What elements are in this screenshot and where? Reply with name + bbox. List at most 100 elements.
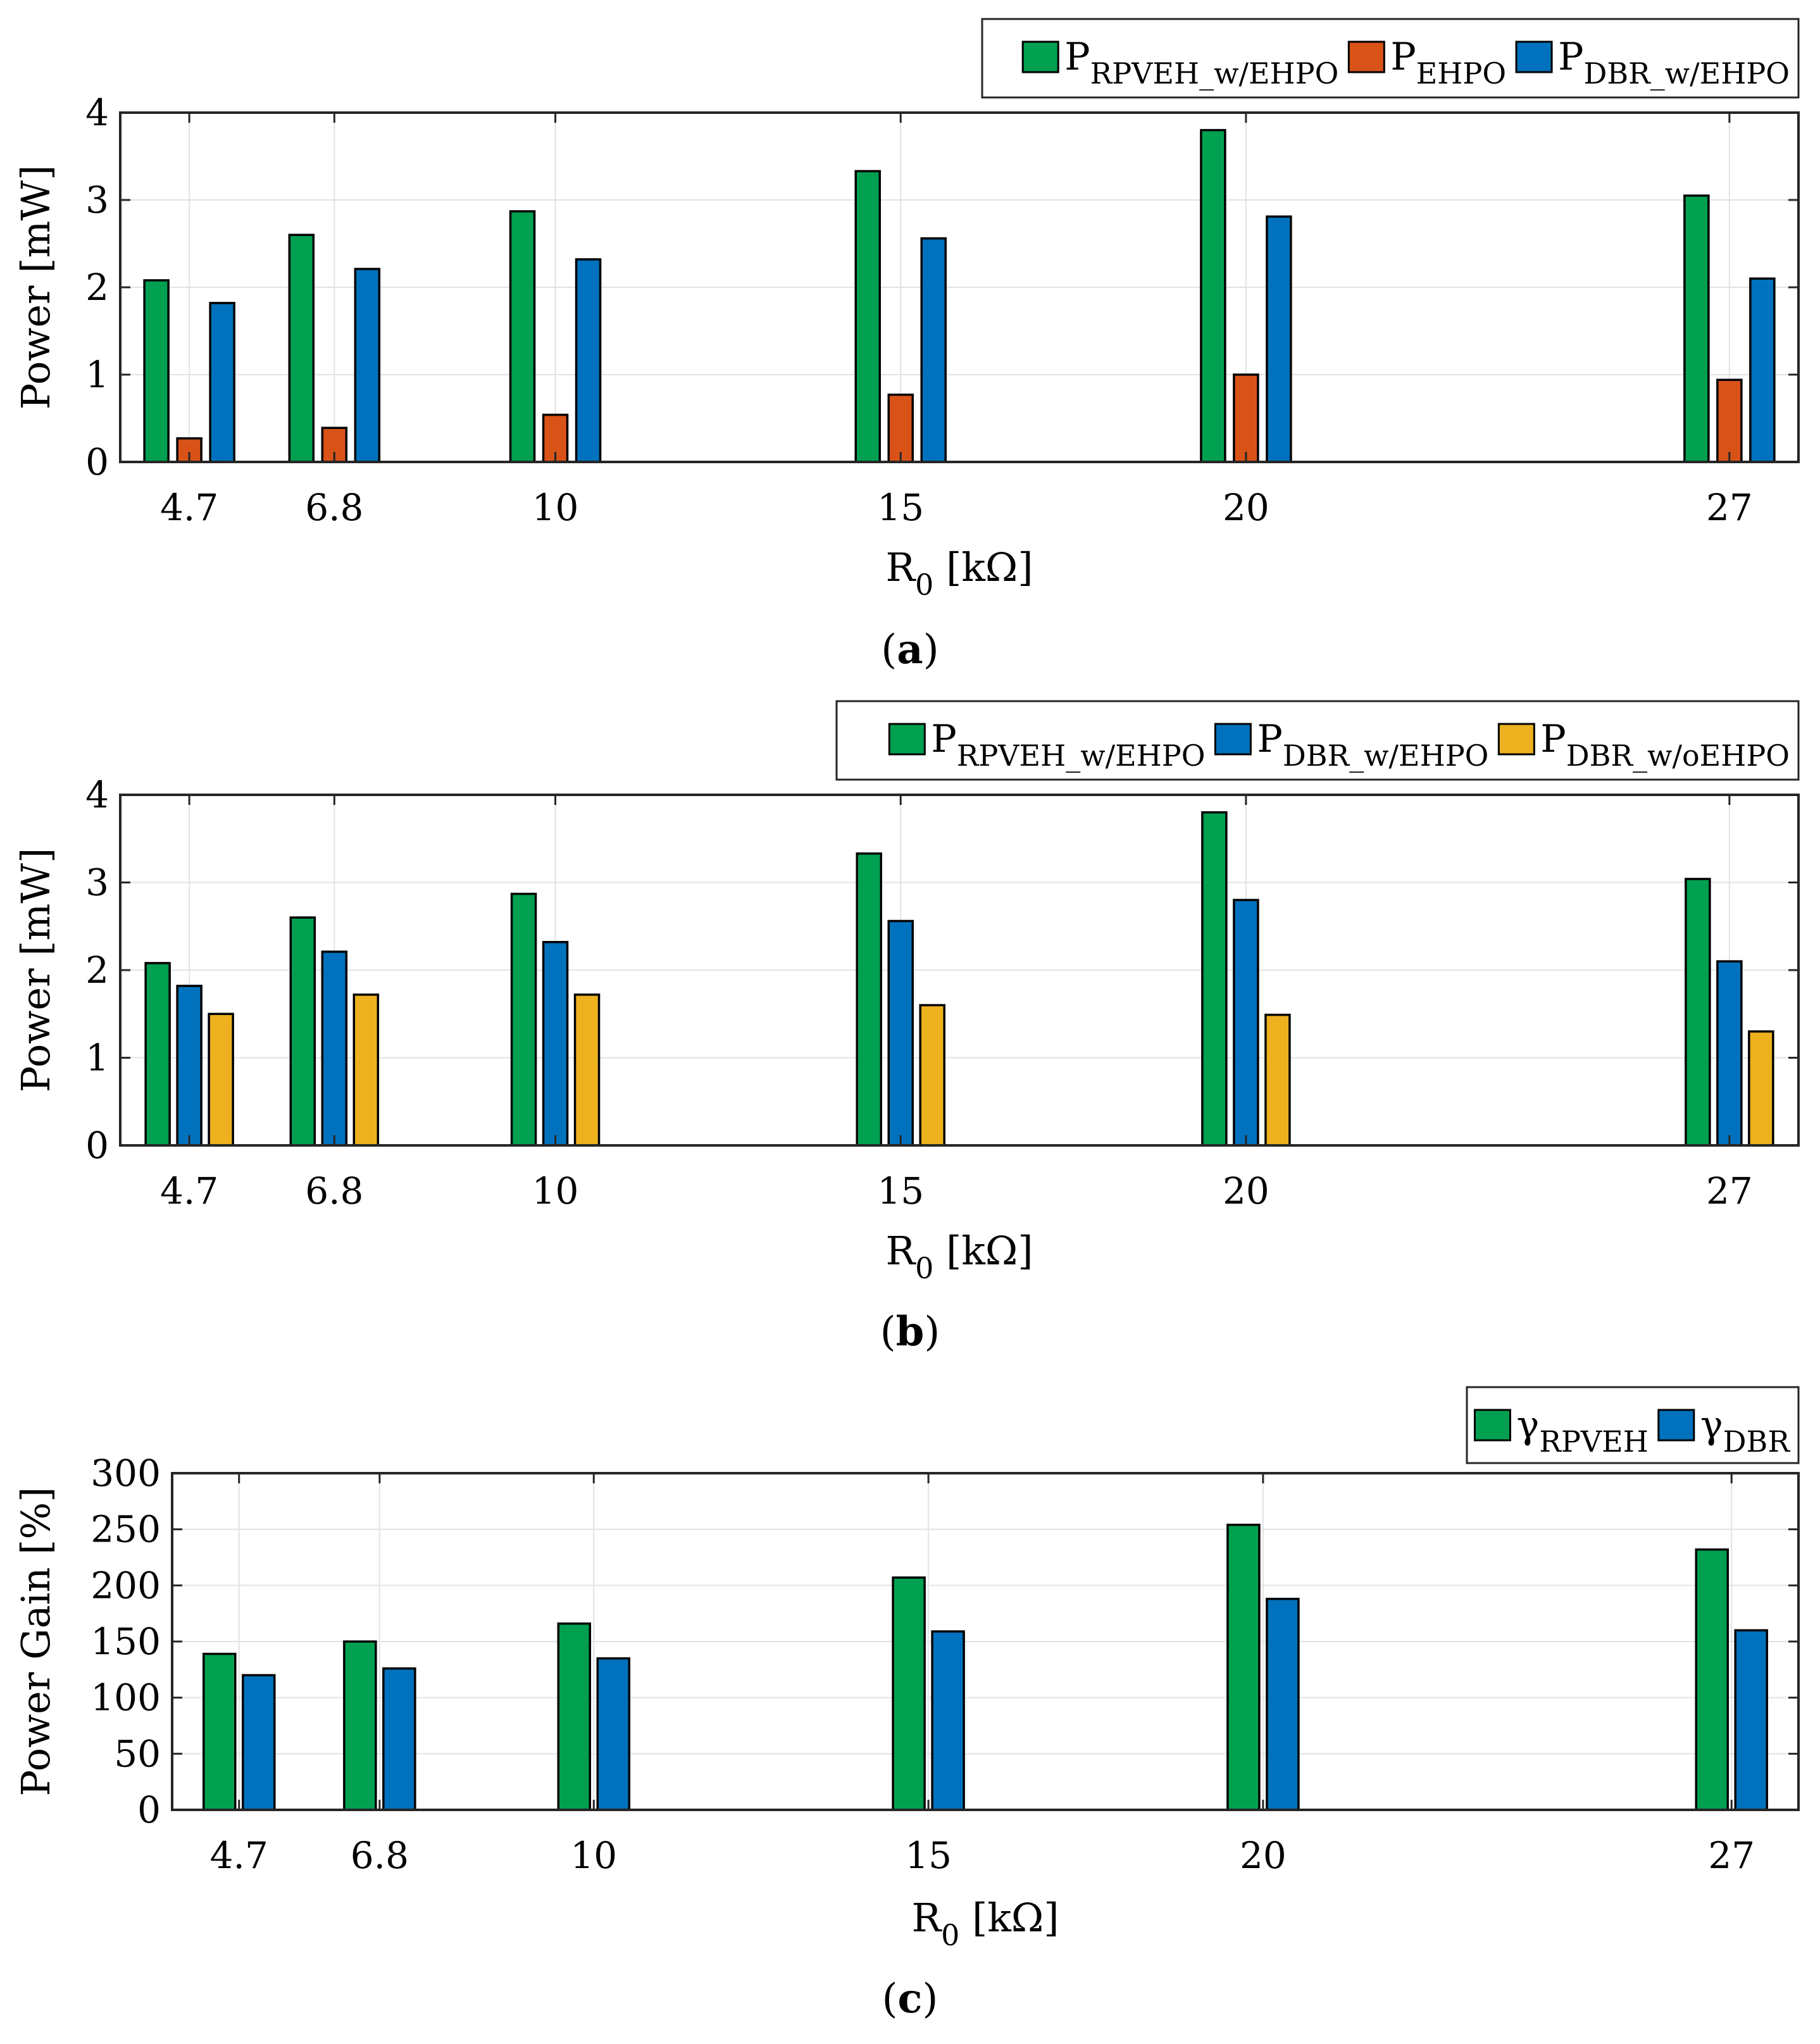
series-0 — [203, 1523, 1729, 1811]
y-tick-label: 50 — [114, 1732, 161, 1775]
series-1 — [176, 899, 1743, 1147]
legend-item: PRPVEH_w/EHPO — [1021, 35, 1339, 90]
legend-item: γRPVEH — [1473, 1403, 1649, 1459]
legend-box — [981, 18, 1800, 99]
bar — [1716, 960, 1743, 1147]
legend-label: γDBR — [1700, 1403, 1791, 1459]
y-axis-label: Power Gain [%] — [13, 1487, 59, 1797]
legend-box — [835, 700, 1800, 781]
legend-swatch — [1497, 723, 1535, 756]
legend-label-main: P — [1064, 35, 1090, 79]
bar — [176, 985, 203, 1147]
caption-letter: b — [896, 1308, 925, 1355]
legend-label-main: P — [1390, 35, 1416, 79]
legend-item: γDBR — [1657, 1403, 1791, 1459]
legend-label-main: P — [1257, 717, 1282, 761]
legend-label-sub: DBR_w/EHPO — [1283, 738, 1489, 773]
bar — [887, 393, 914, 463]
x-tick-label: 20 — [1240, 1834, 1287, 1877]
y-tick-label: 2 — [85, 266, 109, 309]
tick-marks — [172, 1472, 1798, 1811]
x-axis-label-unit: [kΩ] — [933, 1228, 1033, 1274]
legend-label-main: γ — [1700, 1403, 1723, 1447]
legend-item: PDBR_w/EHPO — [1515, 35, 1790, 90]
x-axis-label-main: R — [911, 1895, 942, 1941]
tick-marks — [120, 794, 1798, 1147]
bar — [143, 279, 170, 463]
y-axis-label: Power [mW] — [13, 848, 59, 1093]
bar — [1200, 128, 1226, 463]
x-tick-label: 15 — [877, 486, 924, 529]
legend-swatch — [1021, 41, 1059, 73]
bar — [1685, 878, 1711, 1147]
bar — [919, 1004, 945, 1147]
caption-close: ) — [923, 626, 939, 673]
bar — [542, 940, 569, 1147]
bar — [1695, 1548, 1729, 1811]
panel-caption: (c) — [882, 1975, 938, 2022]
bar — [931, 1630, 965, 1811]
panel-caption: (a) — [881, 626, 938, 673]
legend-label-sub: RPVEH_w/EHPO — [957, 738, 1206, 773]
bar — [596, 1657, 631, 1811]
bar — [289, 916, 316, 1147]
x-tick-label: 15 — [905, 1834, 952, 1877]
tick-marks — [120, 111, 1798, 463]
bar — [1233, 373, 1259, 463]
x-axis-label-sub: 0 — [915, 568, 933, 602]
x-tick-label: 4.7 — [160, 486, 218, 529]
bar — [288, 234, 315, 463]
legend-label-main: P — [1540, 717, 1566, 761]
legend-swatch — [1214, 723, 1252, 756]
bar — [354, 268, 381, 463]
series-2 — [208, 994, 1774, 1147]
legend-label-sub: EHPO — [1416, 56, 1506, 90]
legend-swatch — [1347, 41, 1385, 73]
bar — [208, 1013, 234, 1147]
legend-label-sub: RPVEH_w/EHPO — [1090, 56, 1339, 90]
caption-letter: a — [897, 626, 923, 673]
x-axis-label-sub: 0 — [915, 1251, 933, 1285]
bar — [144, 962, 171, 1147]
bar — [242, 1674, 276, 1811]
legend-label: PDBR_w/oEHPO — [1540, 717, 1790, 773]
bar — [203, 1652, 237, 1811]
legend-item: PDBR_w/EHPO — [1214, 717, 1489, 773]
bar — [892, 1576, 926, 1811]
x-tick-label: 4.7 — [160, 1169, 218, 1212]
bar — [1716, 378, 1743, 463]
x-axis-label-main: R — [885, 1228, 916, 1274]
legend: γRPVEH γDBR — [1466, 1386, 1800, 1464]
caption-open: ( — [882, 1976, 898, 2022]
bar — [1749, 277, 1776, 463]
bar — [382, 1667, 416, 1811]
bar — [573, 994, 601, 1147]
caption-open: ( — [880, 1309, 896, 1355]
x-tick-label: 15 — [877, 1169, 924, 1212]
legend-label: PDBR_w/EHPO — [1558, 35, 1790, 90]
y-tick-label: 4 — [85, 91, 109, 134]
legend-label-main: P — [931, 717, 956, 761]
legend-label-sub: DBR — [1723, 1424, 1791, 1459]
legend-label-sub: DBR_w/EHPO — [1583, 56, 1790, 90]
bar — [887, 919, 914, 1147]
bar — [854, 170, 881, 463]
x-axis-label-sub: 0 — [941, 1918, 959, 1952]
legend-item: PDBR_w/oEHPO — [1497, 717, 1790, 773]
x-tick-label: 4.7 — [210, 1834, 268, 1877]
x-tick-label: 6.8 — [351, 1834, 409, 1877]
x-tick-label: 27 — [1706, 1169, 1753, 1212]
x-tick-label: 6.8 — [305, 486, 363, 529]
bar — [509, 210, 536, 463]
legend-label: γRPVEH — [1516, 1403, 1648, 1459]
panel-caption: (b) — [880, 1308, 940, 1355]
legend-swatch — [1473, 1409, 1511, 1442]
caption-close: ) — [922, 1976, 938, 2022]
x-axis-label: R0 [kΩ] — [911, 1895, 1059, 1952]
y-tick-label: 4 — [85, 773, 109, 816]
x-axis-label-main: R — [885, 544, 916, 590]
x-tick-label: 10 — [570, 1834, 617, 1877]
legend-box — [1466, 1386, 1800, 1464]
bar — [1266, 1597, 1300, 1811]
